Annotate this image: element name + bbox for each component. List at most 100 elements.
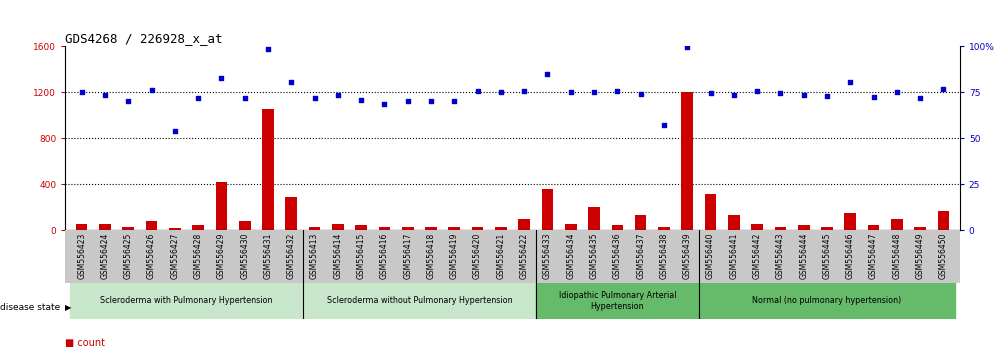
- Point: [400, 98, 416, 104]
- Bar: [635, 215, 646, 230]
- Bar: [448, 227, 460, 230]
- Text: GSM556449: GSM556449: [916, 233, 925, 279]
- Text: GSM556450: GSM556450: [939, 233, 948, 279]
- Point: [377, 101, 393, 106]
- Text: GSM556430: GSM556430: [240, 233, 249, 279]
- Text: GSM556441: GSM556441: [730, 233, 739, 279]
- Text: GSM556437: GSM556437: [636, 233, 645, 279]
- Text: GSM556435: GSM556435: [590, 233, 599, 279]
- Point: [749, 88, 765, 94]
- Point: [563, 89, 579, 95]
- Bar: [588, 207, 600, 230]
- Point: [796, 93, 812, 98]
- Text: GSM556431: GSM556431: [263, 233, 272, 279]
- Point: [632, 91, 648, 97]
- Text: GSM556425: GSM556425: [124, 233, 133, 279]
- Text: Scleroderma with Pulmonary Hypertension: Scleroderma with Pulmonary Hypertension: [100, 296, 272, 306]
- Text: GSM556416: GSM556416: [380, 233, 389, 279]
- Text: GSM556448: GSM556448: [892, 233, 901, 279]
- Point: [423, 98, 439, 104]
- Bar: [867, 225, 879, 230]
- Text: ■ count: ■ count: [65, 338, 106, 348]
- Text: GSM556414: GSM556414: [334, 233, 343, 279]
- Bar: [915, 227, 926, 230]
- Bar: [495, 227, 507, 230]
- Text: GSM556418: GSM556418: [426, 233, 435, 279]
- Point: [96, 93, 113, 98]
- Point: [469, 88, 485, 94]
- Point: [865, 95, 881, 100]
- Bar: [612, 225, 623, 230]
- Text: disease state: disease state: [0, 303, 60, 313]
- Text: GSM556436: GSM556436: [613, 233, 622, 279]
- Text: Idiopathic Pulmonary Arterial
Hypertension: Idiopathic Pulmonary Arterial Hypertensi…: [559, 291, 676, 310]
- Point: [773, 90, 789, 96]
- Text: GSM556442: GSM556442: [753, 233, 762, 279]
- Text: GSM556419: GSM556419: [450, 233, 459, 279]
- Point: [283, 79, 299, 85]
- Bar: [658, 227, 669, 230]
- Text: GSM556444: GSM556444: [799, 233, 808, 279]
- Text: GSM556421: GSM556421: [496, 233, 506, 279]
- Point: [679, 44, 695, 50]
- Bar: [775, 227, 786, 230]
- Point: [167, 128, 183, 134]
- Point: [492, 89, 509, 95]
- Bar: [938, 211, 950, 230]
- Text: GSM556426: GSM556426: [147, 233, 156, 279]
- Point: [726, 92, 742, 98]
- Text: GDS4268 / 226928_x_at: GDS4268 / 226928_x_at: [65, 32, 223, 45]
- Text: GSM556440: GSM556440: [707, 233, 715, 279]
- Point: [121, 98, 137, 104]
- Text: GSM556432: GSM556432: [286, 233, 295, 279]
- Point: [190, 95, 206, 101]
- Point: [144, 87, 160, 92]
- Bar: [425, 227, 437, 230]
- Bar: [309, 227, 321, 230]
- Text: Normal (no pulmonary hypertension): Normal (no pulmonary hypertension): [753, 296, 901, 306]
- Text: GSM556424: GSM556424: [100, 233, 110, 279]
- Bar: [542, 189, 554, 230]
- Bar: [332, 224, 344, 230]
- Point: [936, 86, 952, 92]
- Bar: [215, 182, 227, 230]
- Bar: [192, 225, 204, 230]
- Bar: [285, 197, 297, 230]
- Bar: [123, 227, 134, 230]
- Point: [260, 47, 276, 52]
- Text: GSM556422: GSM556422: [520, 233, 529, 279]
- Text: GSM556415: GSM556415: [357, 233, 366, 279]
- Bar: [70, 283, 303, 319]
- Bar: [99, 224, 111, 230]
- Bar: [698, 283, 955, 319]
- Bar: [146, 221, 158, 230]
- Point: [540, 71, 556, 76]
- Text: GSM556443: GSM556443: [776, 233, 785, 279]
- Bar: [728, 215, 740, 230]
- Bar: [752, 224, 763, 230]
- Bar: [379, 227, 390, 230]
- Bar: [565, 224, 577, 230]
- Bar: [844, 213, 856, 230]
- Text: GSM556439: GSM556439: [682, 233, 691, 279]
- Bar: [356, 225, 367, 230]
- Point: [702, 90, 719, 96]
- Bar: [798, 225, 810, 230]
- Text: GSM556445: GSM556445: [822, 233, 831, 279]
- Bar: [705, 194, 717, 230]
- Text: GSM556446: GSM556446: [846, 233, 855, 279]
- Text: GSM556413: GSM556413: [311, 233, 319, 279]
- Point: [446, 98, 462, 103]
- Bar: [471, 227, 483, 230]
- Text: Scleroderma without Pulmonary Hypertension: Scleroderma without Pulmonary Hypertensi…: [327, 296, 513, 306]
- Bar: [681, 92, 693, 230]
- Point: [517, 88, 533, 94]
- Bar: [239, 222, 250, 230]
- Point: [213, 75, 229, 81]
- Bar: [821, 227, 833, 230]
- Text: GSM556417: GSM556417: [403, 233, 412, 279]
- Point: [307, 95, 323, 101]
- Text: GSM556428: GSM556428: [194, 233, 203, 279]
- Point: [888, 89, 904, 95]
- Point: [236, 95, 252, 101]
